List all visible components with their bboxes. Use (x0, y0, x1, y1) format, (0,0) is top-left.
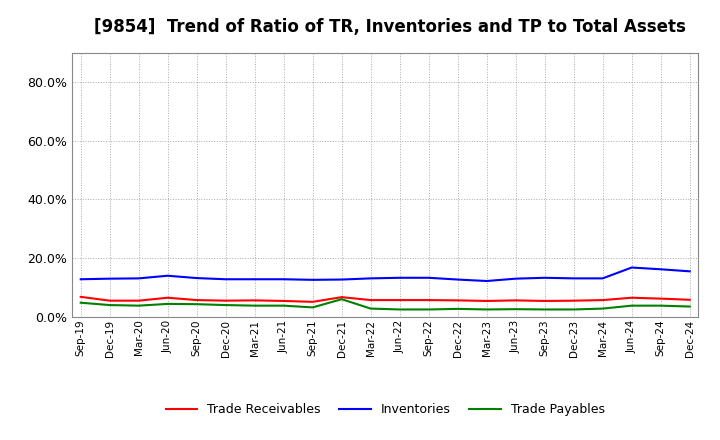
Inventories (135, 276, 143, 281)
Trade Payables (366, 306, 375, 311)
Trade Receivables (279, 298, 288, 304)
Trade Receivables (221, 298, 230, 303)
Trade Receivables (308, 299, 317, 304)
Line: Trade Payables: Trade Payables (81, 299, 690, 309)
Trade Payables (105, 302, 114, 308)
Trade Receivables (76, 294, 85, 300)
Inventories (627, 265, 636, 270)
Trade Payables (685, 304, 694, 309)
Inventories (279, 277, 288, 282)
Trade Receivables (105, 298, 114, 303)
Trade Receivables (251, 298, 259, 303)
Inventories (598, 276, 607, 281)
Inventories (308, 277, 317, 282)
Inventories (221, 277, 230, 282)
Inventories (163, 273, 172, 279)
Line: Inventories: Inventories (81, 268, 690, 281)
Inventories (570, 276, 578, 281)
Inventories (105, 276, 114, 281)
Inventories (424, 275, 433, 280)
Trade Payables (279, 303, 288, 308)
Trade Payables (395, 307, 404, 312)
Trade Receivables (570, 298, 578, 303)
Trade Receivables (395, 297, 404, 303)
Trade Receivables (511, 298, 520, 303)
Trade Payables (163, 301, 172, 307)
Trade Receivables (598, 297, 607, 303)
Trade Payables (454, 306, 462, 312)
Trade Payables (338, 297, 346, 302)
Trade Payables (541, 307, 549, 312)
Inventories (482, 279, 491, 284)
Inventories (685, 269, 694, 274)
Trade Payables (424, 307, 433, 312)
Trade Payables (251, 303, 259, 308)
Trade Receivables (163, 295, 172, 301)
Trade Payables (192, 301, 201, 307)
Inventories (76, 277, 85, 282)
Trade Payables (627, 303, 636, 308)
Trade Payables (221, 302, 230, 308)
Trade Receivables (424, 297, 433, 303)
Text: [9854]  Trend of Ratio of TR, Inventories and TP to Total Assets: [9854] Trend of Ratio of TR, Inventories… (94, 18, 685, 36)
Trade Receivables (135, 298, 143, 303)
Inventories (454, 277, 462, 282)
Inventories (192, 275, 201, 281)
Inventories (395, 275, 404, 280)
Inventories (541, 275, 549, 280)
Inventories (251, 277, 259, 282)
Trade Receivables (657, 296, 665, 301)
Trade Receivables (541, 298, 549, 304)
Trade Receivables (685, 297, 694, 302)
Trade Payables (308, 305, 317, 310)
Inventories (366, 276, 375, 281)
Inventories (657, 267, 665, 272)
Inventories (511, 276, 520, 281)
Trade Payables (76, 300, 85, 305)
Trade Payables (598, 306, 607, 311)
Trade Payables (657, 303, 665, 308)
Trade Receivables (482, 298, 491, 304)
Trade Receivables (192, 297, 201, 303)
Trade Receivables (338, 294, 346, 300)
Trade Payables (135, 303, 143, 308)
Line: Trade Receivables: Trade Receivables (81, 297, 690, 302)
Trade Receivables (366, 297, 375, 303)
Trade Payables (511, 307, 520, 312)
Trade Payables (570, 307, 578, 312)
Trade Payables (482, 307, 491, 312)
Trade Receivables (627, 295, 636, 301)
Inventories (338, 277, 346, 282)
Legend: Trade Receivables, Inventories, Trade Payables: Trade Receivables, Inventories, Trade Pa… (161, 399, 610, 422)
Trade Receivables (454, 298, 462, 303)
